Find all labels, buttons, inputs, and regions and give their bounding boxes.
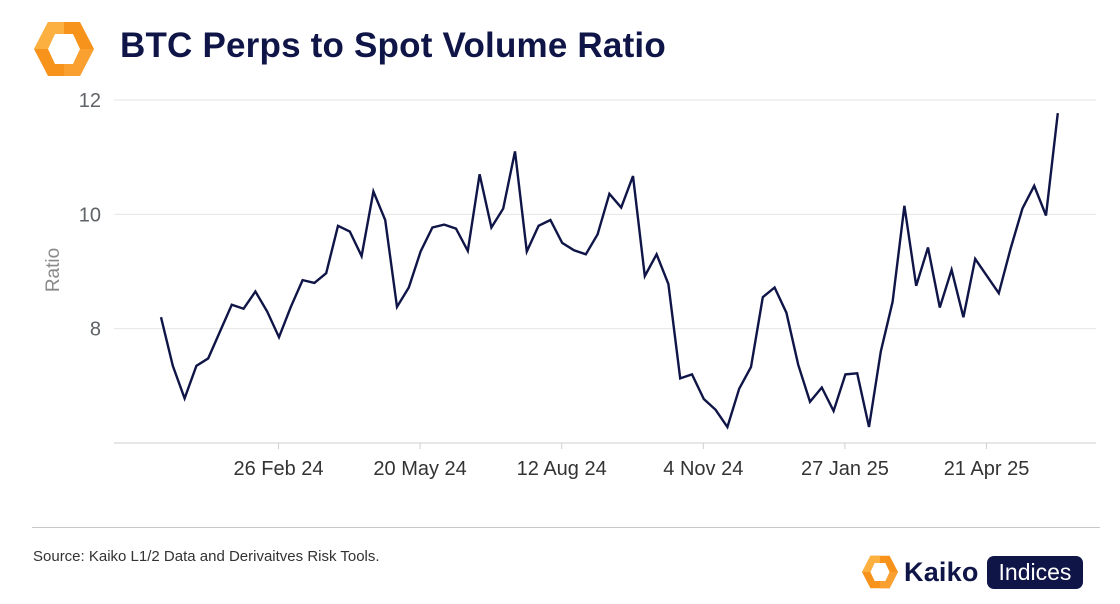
kaiko-logo-icon (34, 22, 94, 76)
grid-layer (114, 99, 1096, 330)
chart-title: BTC Perps to Spot Volume Ratio (120, 26, 666, 65)
x-tick-label: 27 Jan 25 (801, 458, 889, 480)
y-tick-label: 12 (79, 90, 101, 112)
x-tick-label: 12 Aug 24 (517, 458, 607, 480)
tick-layer: 8 10 12 26 Feb 24 20 May 24 12 Aug 24 4 Nov 24… (79, 90, 1030, 480)
footer-brand: Kaiko Indices (862, 552, 1084, 592)
x-tick-label: 21 Apr 25 (944, 458, 1030, 480)
source-note: Source: Kaiko L1/2 Data and Derivaitves … (33, 548, 380, 565)
y-tick-label: 8 (90, 319, 101, 341)
x-tick-label: 20 May 24 (373, 458, 466, 480)
series-layer (159, 112, 1059, 430)
y-tick-label: 10 (79, 204, 101, 226)
axis-layer (114, 442, 1096, 449)
y-axis-title: Ratio (43, 248, 64, 292)
footer-divider (32, 527, 1100, 528)
x-tick-label: 26 Feb 24 (233, 458, 323, 480)
brand-wordmark: Kaiko (904, 556, 979, 587)
kaiko-footer-logo-icon (862, 555, 898, 589)
x-tick-label: 4 Nov 24 (663, 458, 743, 480)
series-line (159, 112, 1059, 430)
chart-area: 8 10 12 26 Feb 24 20 May 24 12 Aug 24 4 Nov 24… (43, 90, 1096, 480)
indices-badge: Indices (986, 555, 1084, 589)
